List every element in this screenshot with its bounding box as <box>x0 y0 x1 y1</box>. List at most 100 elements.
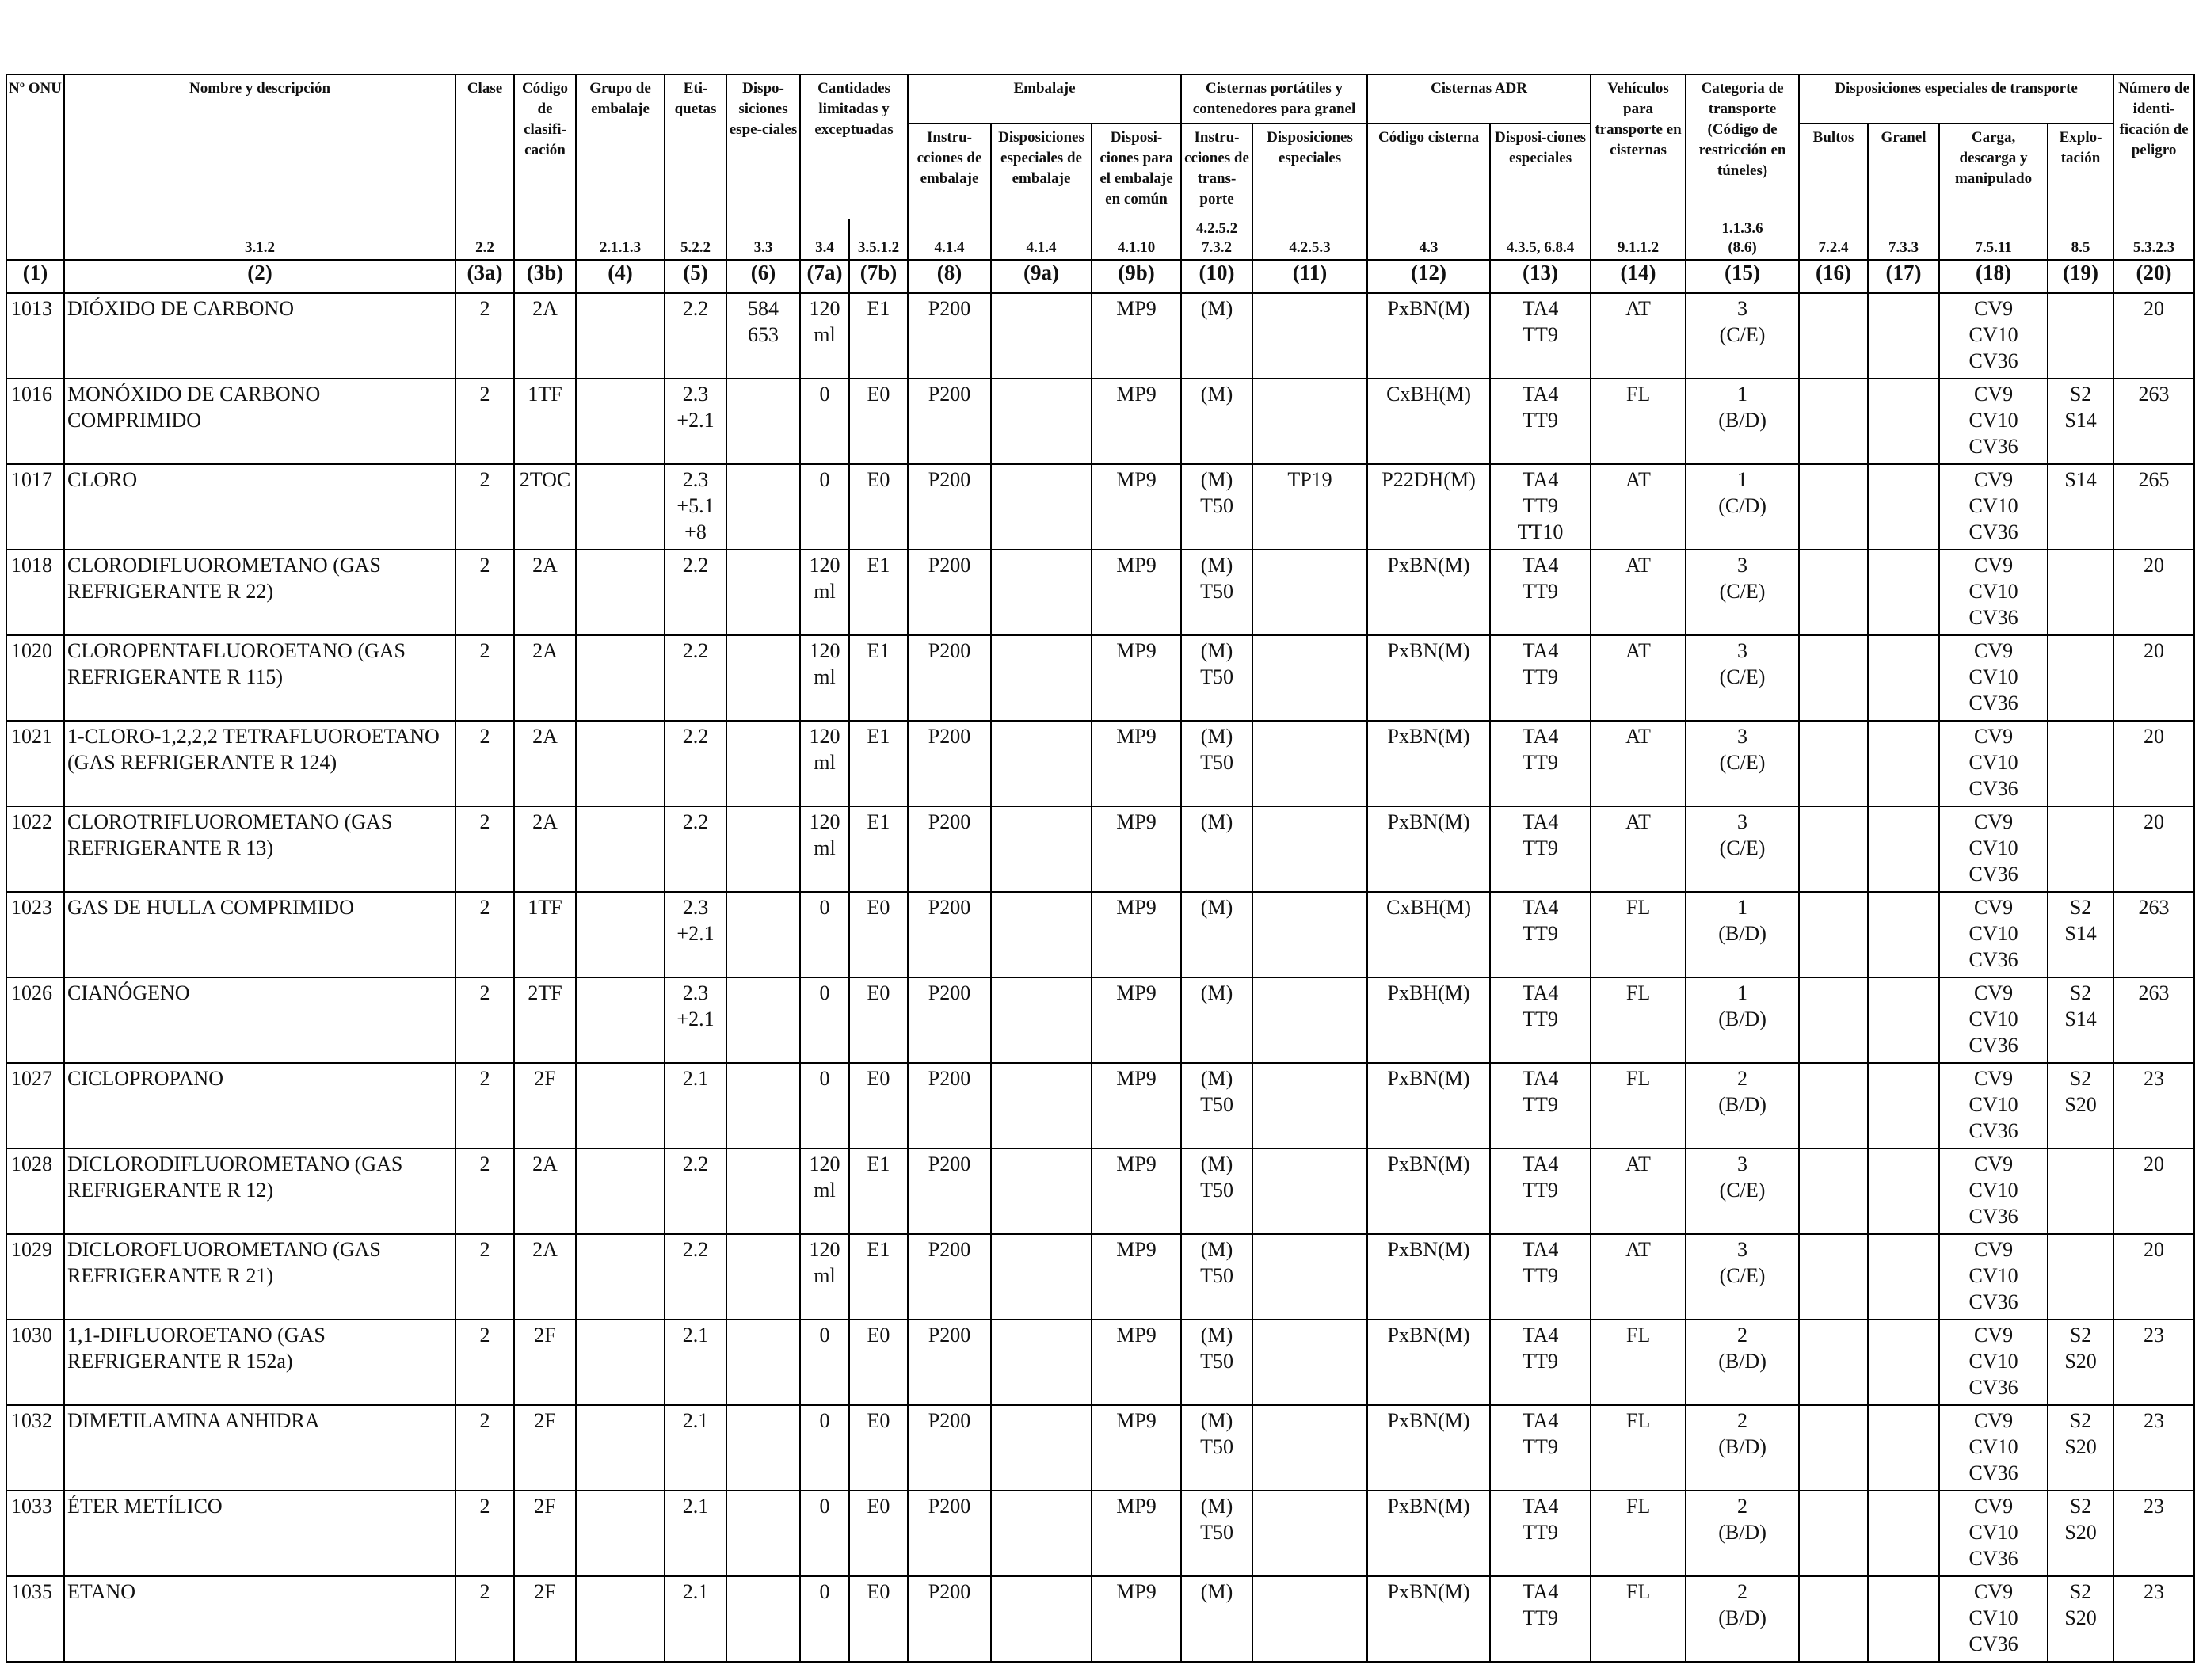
cell-c13: TA4 TT9 <box>1489 806 1592 893</box>
cell-c19 <box>2047 634 2115 722</box>
cell-c13: TA4 TT9 <box>1489 1490 1592 1577</box>
cell-c15: 2 (B/D) <box>1685 1062 1801 1149</box>
header-row-groups: Nº ONU Nombre y descripción Clase Código… <box>6 74 2196 219</box>
cell-disp <box>726 1319 801 1406</box>
cell-c11 <box>1252 977 1369 1064</box>
cell-c18: CV9 CV10 CV36 <box>1938 549 2049 636</box>
cell-c7b: E1 <box>848 806 909 893</box>
cell-c7b: E1 <box>848 549 909 636</box>
cell-c12: CxBH(M) <box>1366 378 1492 465</box>
col-number: (18) <box>1938 259 2049 294</box>
cell-c15: 2 (B/D) <box>1685 1404 1801 1491</box>
cell-c13: TA4 TT9 <box>1489 1404 1592 1491</box>
cell-c16 <box>1798 720 1869 807</box>
cell-c8: P200 <box>907 891 992 978</box>
header-tank-special-provisions: Disposiciones especiales <box>1252 123 1369 219</box>
header-class: Clase <box>455 74 515 219</box>
cell-disp <box>726 463 801 550</box>
cell-c8: P200 <box>907 378 992 465</box>
cell-c8: P200 <box>907 977 992 1064</box>
cell-c19 <box>2047 292 2115 379</box>
cell-un: 1021 <box>6 720 65 807</box>
cell-c18: CV9 CV10 CV36 <box>1938 1575 2049 1663</box>
cell-c9a <box>990 549 1092 636</box>
cell-grupo <box>575 1319 665 1406</box>
cell-grupo <box>575 1148 665 1235</box>
cell-name: CLORODIFLUOROMETANO (GAS REFRIGERANTE R … <box>63 549 456 636</box>
cell-c7a: 0 <box>799 891 850 978</box>
cell-c20: 23 <box>2113 1490 2196 1577</box>
cell-etiquetas: 2.2 <box>664 292 727 379</box>
col-number: (20) <box>2113 259 2196 294</box>
cell-c7b: E0 <box>848 891 909 978</box>
col-number: (11) <box>1252 259 1369 294</box>
cell-c20: 20 <box>2113 634 2196 722</box>
cell-c15: 3 (C/E) <box>1685 1233 1801 1320</box>
cell-c18: CV9 CV10 CV36 <box>1938 1233 2049 1320</box>
cell-etiquetas: 2.2 <box>664 720 727 807</box>
table-row: 1018 CLORODIFLUOROMETANO (GAS REFRIGERANT… <box>6 549 2196 636</box>
cell-c8: P200 <box>907 549 992 636</box>
cell-c18: CV9 CV10 CV36 <box>1938 1062 2049 1149</box>
cell-c19: S2 S20 <box>2047 1319 2115 1406</box>
cell-un: 1029 <box>6 1233 65 1320</box>
cell-codigo: 2A <box>513 1233 577 1320</box>
cell-c14: AT <box>1590 1148 1687 1235</box>
header-hazard-id: Número de identi-ficación de peligro <box>2113 74 2196 219</box>
cell-c9b: MP9 <box>1090 1490 1183 1577</box>
cell-c9b: MP9 <box>1090 1319 1183 1406</box>
cell-c9b: MP9 <box>1090 634 1183 722</box>
cell-c10: (M) T50 <box>1180 1062 1254 1149</box>
cell-c20: 23 <box>2113 1404 2196 1491</box>
cell-c13: TA4 TT9 <box>1489 1319 1592 1406</box>
cell-c10: (M) <box>1180 891 1254 978</box>
cell-clase: 2 <box>455 378 515 465</box>
header-mixed-packing: Disposi-ciones para el embalaje en común <box>1090 123 1183 219</box>
cell-c14: FL <box>1590 977 1687 1064</box>
col-number: (7a) <box>799 259 850 294</box>
cell-clase: 2 <box>455 549 515 636</box>
header-bulk: Granel <box>1867 123 1941 219</box>
cell-c12: PxBH(M) <box>1366 977 1492 1064</box>
cell-c12: PxBN(M) <box>1366 1404 1492 1491</box>
cell-un: 1035 <box>6 1575 65 1663</box>
cell-c10: (M) T50 <box>1180 1490 1254 1577</box>
cell-etiquetas: 2.2 <box>664 549 727 636</box>
cell-codigo: 2A <box>513 292 577 379</box>
cell-c11 <box>1252 1490 1369 1577</box>
cell-c17 <box>1867 378 1941 465</box>
cell-name: DICLOROFLUOROMETANO (GAS REFRIGERANTE R … <box>63 1233 456 1320</box>
cell-codigo: 2A <box>513 1148 577 1235</box>
cell-c11 <box>1252 1575 1369 1663</box>
cell-c10: (M) T50 <box>1180 634 1254 722</box>
cell-etiquetas: 2.2 <box>664 1233 727 1320</box>
cell-c8: P200 <box>907 292 992 379</box>
cell-c7b: E0 <box>848 1575 909 1663</box>
cell-c14: FL <box>1590 1319 1687 1406</box>
cell-c19: S2 S20 <box>2047 1490 2115 1577</box>
cell-c16 <box>1798 1148 1869 1235</box>
cell-c17 <box>1867 1319 1941 1406</box>
cell-c20: 263 <box>2113 378 2196 465</box>
cell-c15: 3 (C/E) <box>1685 720 1801 807</box>
header-labels: Eti-quetas <box>664 74 727 219</box>
cell-c7a: 0 <box>799 1575 850 1663</box>
cell-c12: PxBN(M) <box>1366 1490 1492 1577</box>
cell-c12: P22DH(M) <box>1366 463 1492 550</box>
cell-c19: S2 S20 <box>2047 1404 2115 1491</box>
cell-c18: CV9 CV10 CV36 <box>1938 378 2049 465</box>
cell-c9a <box>990 378 1092 465</box>
cell-c15: 2 (B/D) <box>1685 1319 1801 1406</box>
cell-un: 1030 <box>6 1319 65 1406</box>
cell-c16 <box>1798 891 1869 978</box>
cell-c7a: 120 ml <box>799 1148 850 1235</box>
cell-c9b: MP9 <box>1090 891 1183 978</box>
cell-c13: TA4 TT9 <box>1489 1062 1592 1149</box>
table-row: 1016 MONÓXIDO DE CARBONO COMPRIMIDO 2 1TF 2.… <box>6 378 2196 465</box>
cell-c9b: MP9 <box>1090 1404 1183 1491</box>
cell-c20: 263 <box>2113 891 2196 978</box>
cell-c8: P200 <box>907 806 992 893</box>
table-body: 1013 DIÓXIDO DE CARBONO 2 2A 2.2 584 653 120 m… <box>6 292 2196 1663</box>
cell-c9a <box>990 634 1092 722</box>
cell-c8: P200 <box>907 1575 992 1663</box>
